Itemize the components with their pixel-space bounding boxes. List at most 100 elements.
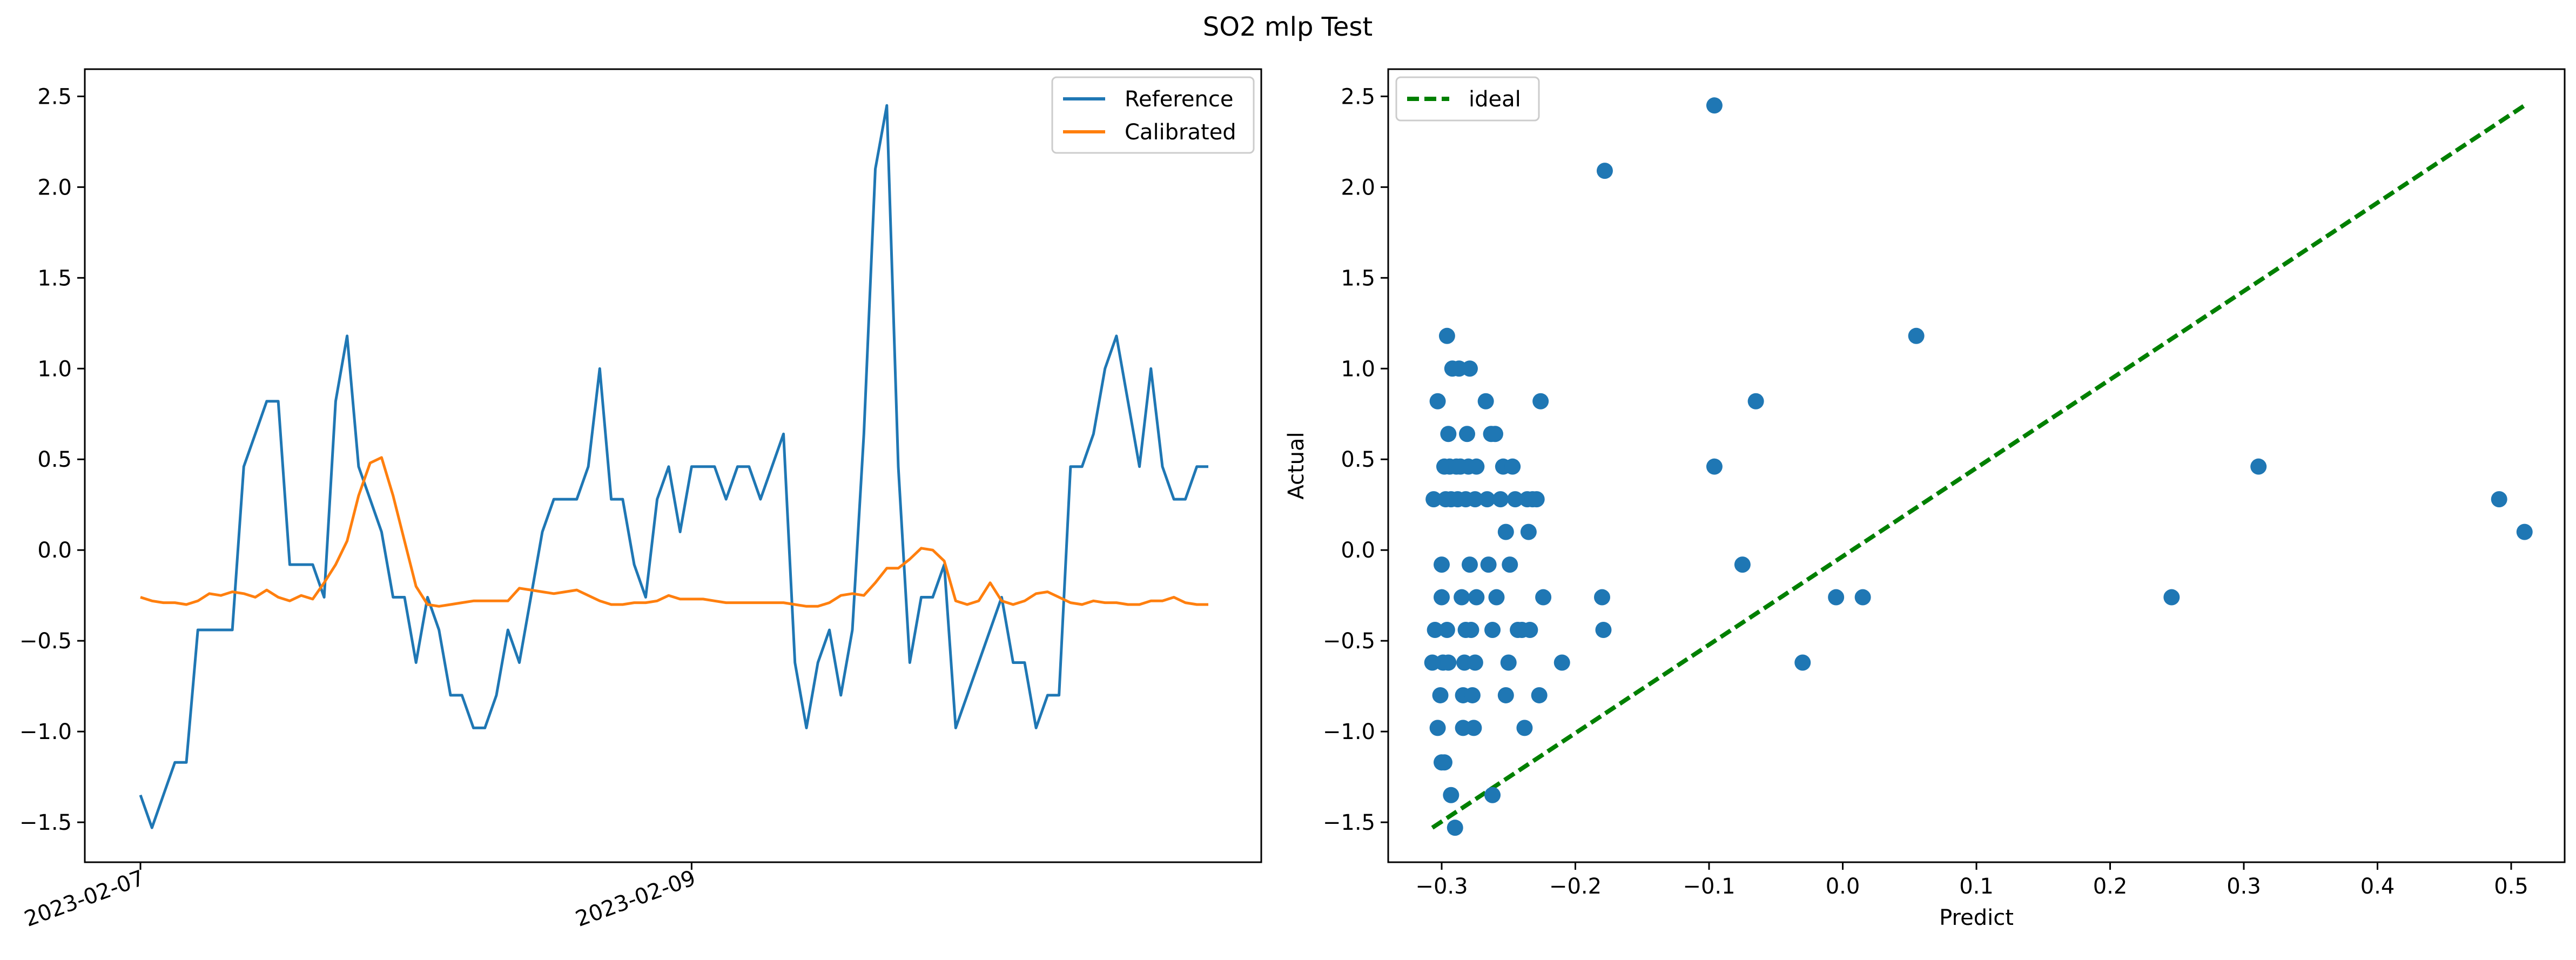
legend-label-reference: Reference: [1125, 87, 1233, 112]
scatter-point: [1429, 720, 1446, 736]
scatter-point: [1434, 589, 1450, 606]
timeseries-y-ticks: −1.5 −1.0 −0.5 0.0 0.5 1.0 1.5 2.0 2.5: [19, 84, 85, 835]
scatter-point: [2250, 458, 2267, 475]
scatter-point: [1484, 622, 1501, 639]
scatter-x-tick-label: 0.0: [1826, 874, 1860, 899]
scatter-point: [1522, 622, 1538, 639]
scatter-point: [1467, 654, 1483, 671]
scatter-point: [1468, 589, 1485, 606]
timeseries-y-tick-label: 0.5: [37, 447, 72, 472]
scatter-point: [1447, 820, 1463, 836]
series-line-calibrated: [140, 456, 1208, 608]
timeseries-y-tick-label: −0.5: [19, 629, 72, 654]
scatter-point: [1594, 589, 1610, 606]
timeseries-y-tick-label: 1.0: [37, 357, 72, 381]
scatter-point: [1434, 556, 1450, 573]
scatter-points: [1424, 97, 2533, 836]
timeseries-y-tick-label: −1.0: [19, 720, 72, 744]
scatter-point: [1596, 163, 1613, 179]
scatter-y-axis-label: Actual: [1284, 432, 1309, 499]
scatter-point: [1500, 654, 1517, 671]
scatter-x-axis-label: Predict: [1939, 905, 2014, 930]
timeseries-x-tick-label: 2023-02-07: [21, 865, 147, 932]
scatter-point: [1459, 426, 1476, 442]
scatter-x-tick-label: 0.4: [2360, 874, 2395, 899]
timeseries-y-tick-label: 2.0: [37, 175, 72, 200]
scatter-point: [1438, 327, 1455, 344]
scatter-point: [1502, 556, 1518, 573]
scatter-point: [2491, 491, 2507, 508]
scatter-y-tick-label: −1.0: [1323, 720, 1375, 744]
scatter-point: [1595, 622, 1612, 639]
scatter-point: [1854, 589, 1871, 606]
ideal-line: [1431, 103, 2526, 830]
scatter-point: [1479, 491, 1496, 508]
scatter-point: [1425, 491, 1442, 508]
scatter-point: [1497, 523, 1514, 540]
timeseries-plot-frame: [84, 68, 1262, 863]
scatter-point: [1436, 754, 1452, 771]
scatter-point: [1828, 589, 1845, 606]
scatter-point: [1440, 426, 1457, 442]
timeseries-y-tick-label: −1.5: [19, 810, 72, 835]
scatter-point: [1484, 787, 1501, 803]
scatter-y-tick-label: 0.5: [1341, 447, 1375, 472]
scatter-point: [1443, 787, 1459, 803]
scatter-point: [1516, 720, 1533, 736]
timeseries-y-tick-label: 1.5: [37, 266, 72, 291]
timeseries-x-tick-label: 2023-02-09: [573, 865, 699, 932]
scatter-point: [1908, 327, 1925, 344]
scatter-x-tick-label: 0.5: [2494, 874, 2528, 899]
scatter-point: [1487, 426, 1503, 442]
scatter-point: [1706, 458, 1723, 475]
scatter-legend: ideal: [1395, 76, 1540, 122]
scatter-point: [1429, 393, 1446, 409]
scatter-x-tick-label: 0.1: [1959, 874, 1994, 899]
scatter-point: [1532, 393, 1549, 409]
scatter-point: [1734, 556, 1751, 573]
legend-label-calibrated: Calibrated: [1125, 120, 1236, 145]
scatter-point: [1465, 720, 1482, 736]
scatter-point: [1504, 458, 1521, 475]
scatter-chart: −1.5−1.0−0.50.00.51.01.52.02.5 −0.3 −0.2−…: [1284, 68, 2566, 930]
scatter-y-tick-label: 1.5: [1341, 266, 1375, 291]
scatter-y-tick-label: 0.0: [1341, 538, 1375, 563]
scatter-y-ticks: −1.5 −1.0 −0.5 0.0 0.5 1.0 1.5 2.0 2.5: [1323, 84, 1388, 835]
scatter-point: [1535, 589, 1552, 606]
scatter-point: [1794, 654, 1811, 671]
scatter-plot-frame: [1387, 68, 2566, 863]
scatter-y-tick-label: 2.5: [1341, 84, 1375, 109]
scatter-point: [1706, 97, 1723, 114]
scatter-point: [1427, 622, 1443, 639]
scatter-point: [1520, 523, 1537, 540]
scatter-x-tick-label: −0.3: [1415, 874, 1468, 899]
scatter-point: [1488, 589, 1505, 606]
scatter-point: [1461, 556, 1478, 573]
timeseries-y-tick-label: 0.0: [37, 538, 72, 563]
scatter-point: [1464, 687, 1481, 703]
scatter-point: [2163, 589, 2180, 606]
scatter-point: [1438, 622, 1455, 639]
scatter-legend-box: [1395, 76, 1540, 122]
scatter-point: [1468, 458, 1485, 475]
series-line-reference: [139, 104, 1208, 829]
timeseries-series: [139, 104, 1208, 829]
scatter-point: [1528, 491, 1545, 508]
scatter-y-tick-label: −1.5: [1323, 810, 1375, 835]
scatter-point: [1480, 556, 1497, 573]
scatter-point: [1440, 654, 1457, 671]
scatter-y-tick-label: 1.0: [1341, 357, 1375, 381]
scatter-y-tick-label: −0.5: [1323, 629, 1375, 654]
scatter-x-tick-label: 0.3: [2227, 874, 2261, 899]
scatter-x-tick-label: −0.1: [1683, 874, 1735, 899]
scatter-point: [1553, 654, 1570, 671]
scatter-point: [1463, 622, 1479, 639]
scatter-point: [1432, 687, 1449, 703]
scatter-point: [1461, 360, 1478, 377]
scatter-x-tick-label: 0.2: [2093, 874, 2128, 899]
legend-label-ideal: ideal: [1469, 87, 1521, 112]
scatter-point: [1477, 393, 1494, 409]
scatter-y-tick-label: 2.0: [1341, 175, 1375, 200]
timeseries-legend-box: [1051, 76, 1255, 154]
